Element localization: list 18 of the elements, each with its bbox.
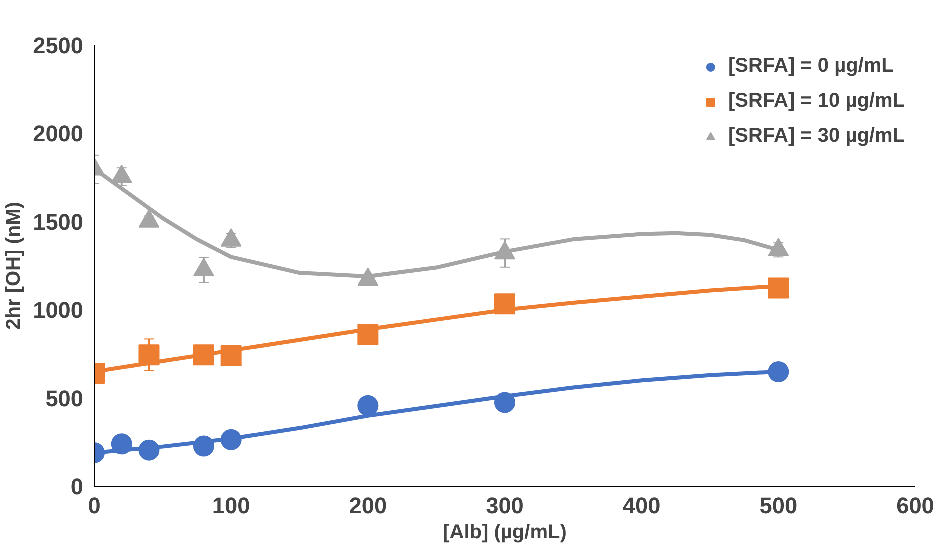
legend-label: [SRFA] = 0 µg/mL (728, 55, 894, 78)
y-axis-title: 2hr [OH] (nM) (3, 202, 26, 330)
x-tick-label: 100 (212, 492, 250, 518)
legend-label: [SRFA] = 30 µg/mL (728, 125, 905, 148)
y-tick-label: 0 (70, 474, 84, 500)
legend-label: [SRFA] = 10 µg/mL (728, 90, 905, 113)
x-tick-label: 300 (486, 492, 524, 518)
y-tick-label: 500 (46, 385, 84, 412)
y-tick-label: 1500 (33, 208, 84, 235)
y-tick-label: 1000 (33, 297, 84, 324)
x-tick-label: 500 (760, 492, 798, 518)
x-tick-label: 0 (88, 492, 101, 518)
y-tick-label: 2000 (33, 120, 84, 147)
x-tick-label: 400 (622, 492, 661, 518)
x-tick-label: 600 (896, 492, 934, 518)
x-axis-title: [Alb] (µg/mL) (443, 522, 567, 544)
y-tick-label: 2500 (33, 32, 84, 58)
x-tick-label: 200 (349, 492, 388, 518)
